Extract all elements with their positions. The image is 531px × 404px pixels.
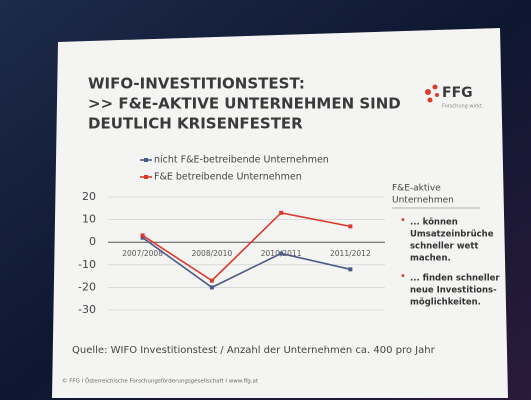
slide-title: DEUTLICH KRISENFESTER — [88, 115, 303, 133]
bullet-text: schneller wett — [410, 242, 478, 252]
legend-marker — [144, 175, 148, 179]
x-tick-label: 2007/2008 — [122, 249, 163, 258]
logo-subtitle: Forschung wirkt. — [442, 104, 484, 110]
y-tick-label: 20 — [82, 190, 96, 203]
y-tick-label: 0 — [89, 235, 96, 248]
bullet-text: ... finden schneller — [410, 274, 500, 284]
bullet-text: ... können — [410, 218, 458, 228]
page: FFG Forschung wirkt. F&E-aktive Unterneh… — [0, 0, 531, 400]
footer: © FFG I Österreichische Forschungsförder… — [62, 378, 259, 385]
logo: FFG — [442, 85, 473, 101]
point — [279, 211, 283, 215]
point — [279, 252, 283, 256]
bullet-text: möglichkeiten. — [410, 298, 481, 308]
point — [210, 285, 214, 289]
bullet-text: Umsatzeinbrüche — [410, 230, 494, 240]
slide-title: >> F&E-AKTIVE UNTERNEHMEN SIND — [88, 95, 401, 113]
point — [141, 233, 145, 237]
bullet-marker: • — [400, 271, 406, 282]
screenshot: FFG Forschung wirkt. F&E-aktive Unterneh… — [0, 0, 531, 400]
slide-title: WIFO-INVESTITIONSTEST: — [88, 75, 305, 93]
y-tick-label: -20 — [78, 280, 96, 293]
y-tick-label: -30 — [78, 303, 96, 316]
y-tick-label: -10 — [78, 258, 96, 271]
side-heading: F&E-aktive — [392, 184, 441, 194]
point — [210, 279, 214, 283]
x-tick-label: 2008/2010 — [192, 249, 233, 258]
bullet-marker: • — [400, 215, 406, 226]
bullet-text: neue Investitions- — [410, 286, 497, 296]
x-tick-label: 2011/2012 — [330, 249, 371, 258]
legend-marker — [144, 158, 148, 162]
side-heading: Unternehmen — [392, 196, 454, 206]
y-tick-label: 10 — [82, 213, 96, 226]
legend-label: nicht F&E-betreibende Unternehmen — [154, 155, 329, 166]
legend-label: F&E betreibende Unternehmen — [154, 172, 302, 183]
point — [348, 267, 352, 271]
bullet-text: machen. — [410, 254, 451, 264]
source: Quelle: WIFO Investitionstest / Anzahl d… — [72, 345, 436, 356]
point — [348, 224, 352, 228]
